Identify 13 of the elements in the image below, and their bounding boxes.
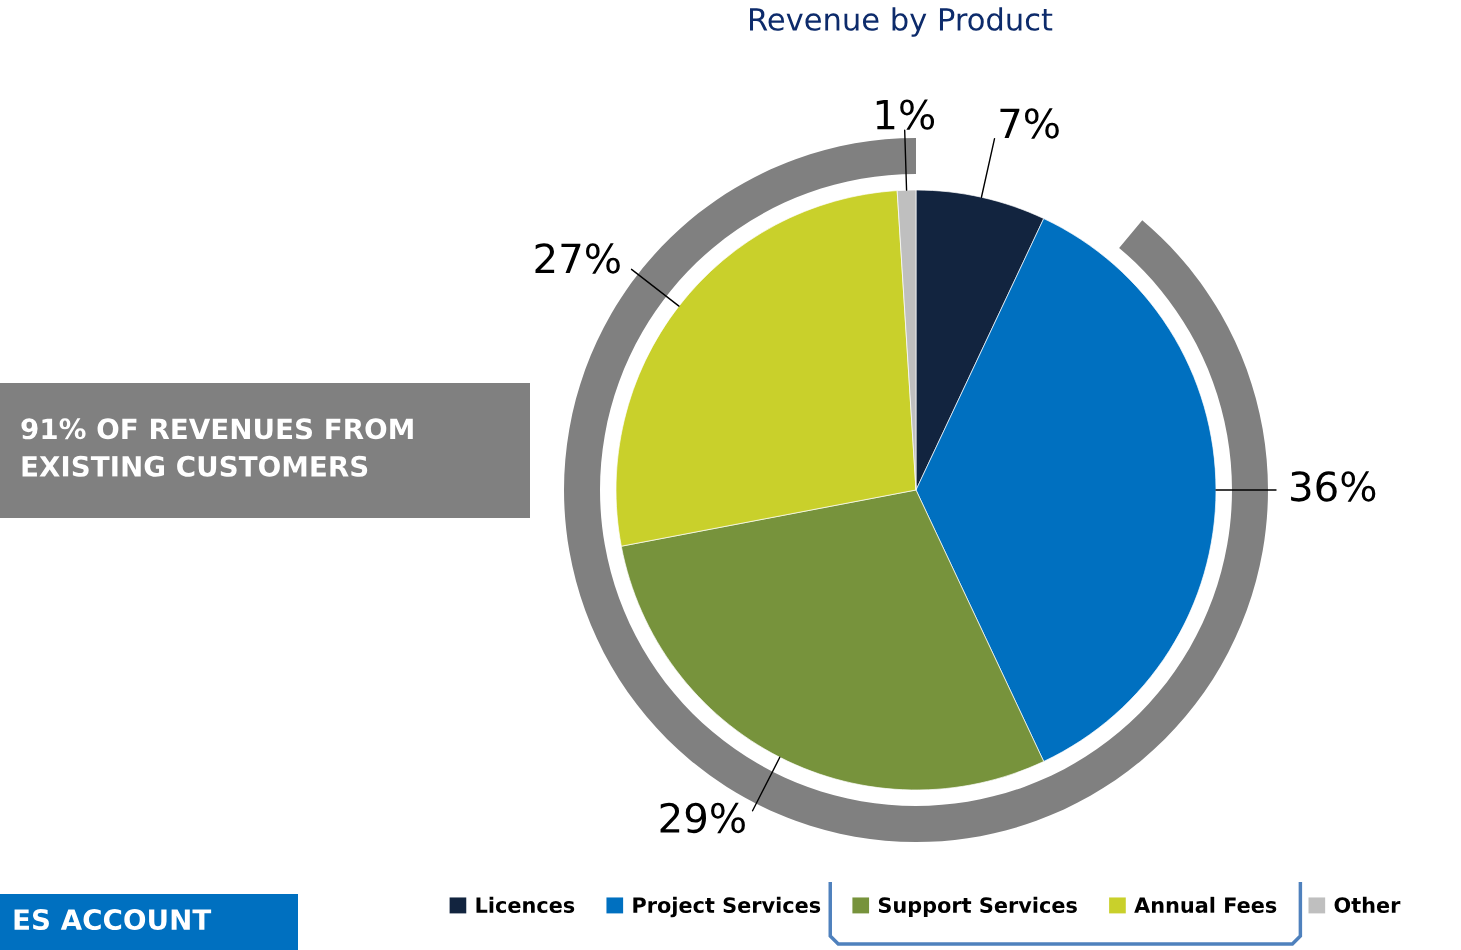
data-label: 27%: [535, 243, 620, 274]
text: 91% OF REVENUES FROM EXISTING CUSTOMERS: [21, 418, 413, 477]
text: ES ACCOUNT: [14, 909, 212, 931]
legend-label: Licences: [476, 896, 575, 913]
data-label: 1%: [876, 99, 935, 130]
data-label: 7%: [1000, 108, 1059, 139]
data-label: 29%: [660, 802, 745, 834]
chart-title: Revenue by Product: [750, 7, 1053, 37]
legend-label: Annual Fees: [1134, 896, 1277, 913]
legend-label: Project Services: [633, 896, 821, 918]
legend-label: Support Services: [878, 896, 1077, 917]
legend-label: Other: [1334, 896, 1401, 913]
data-label: 36%: [1291, 471, 1376, 502]
